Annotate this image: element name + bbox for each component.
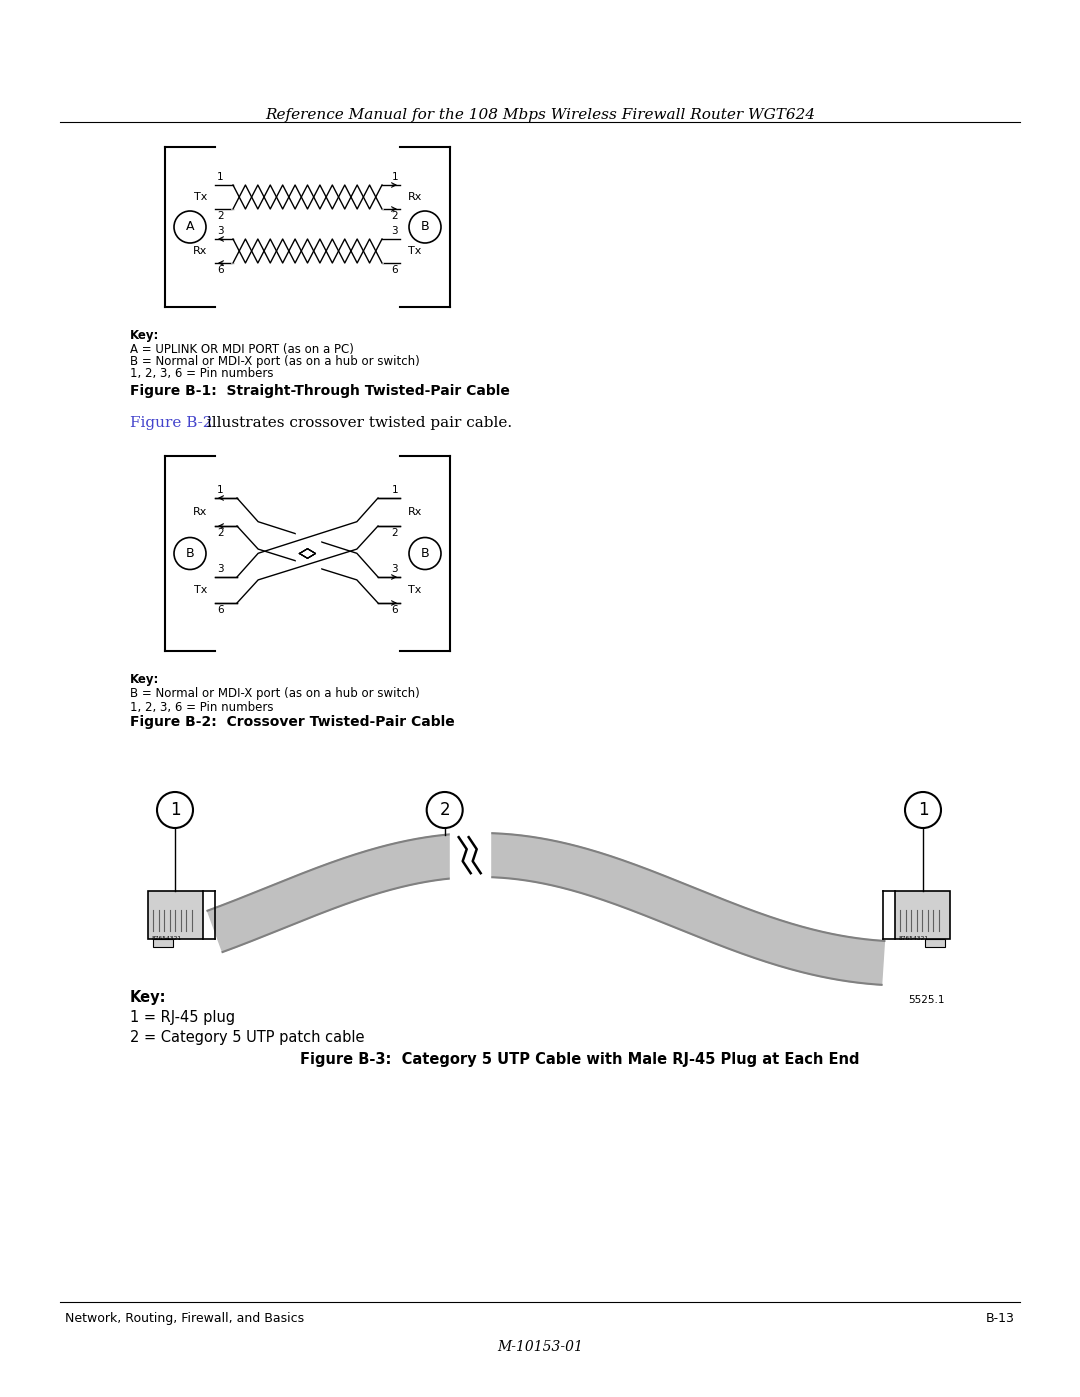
Text: Rx: Rx <box>192 246 207 256</box>
Circle shape <box>157 792 193 828</box>
Text: Tx: Tx <box>193 585 207 595</box>
Text: B-13: B-13 <box>986 1312 1015 1324</box>
Circle shape <box>427 792 462 828</box>
Polygon shape <box>296 451 320 657</box>
Text: Key:: Key: <box>130 673 160 686</box>
Text: Figure B-2:  Crossover Twisted-Pair Cable: Figure B-2: Crossover Twisted-Pair Cable <box>130 715 455 729</box>
Text: Figure B-2: Figure B-2 <box>130 416 213 430</box>
Text: M-10153-01: M-10153-01 <box>497 1340 583 1354</box>
Polygon shape <box>207 833 885 985</box>
Text: 2: 2 <box>391 528 399 538</box>
Text: Rx: Rx <box>408 191 422 203</box>
Text: 1, 2, 3, 6 = Pin numbers: 1, 2, 3, 6 = Pin numbers <box>130 701 273 714</box>
Text: Network, Routing, Firewall, and Basics: Network, Routing, Firewall, and Basics <box>65 1312 305 1324</box>
Text: Tx: Tx <box>193 191 207 203</box>
Text: B: B <box>421 548 430 560</box>
Text: 2 = Category 5 UTP patch cable: 2 = Category 5 UTP patch cable <box>130 1030 365 1045</box>
Text: A = UPLINK OR MDI PORT (as on a PC): A = UPLINK OR MDI PORT (as on a PC) <box>130 344 354 356</box>
Text: 3: 3 <box>217 564 224 574</box>
Text: B: B <box>186 548 194 560</box>
Text: 1: 1 <box>391 172 399 182</box>
Text: B: B <box>421 221 430 233</box>
Text: Key:: Key: <box>130 330 160 342</box>
Text: 1: 1 <box>170 800 180 819</box>
Text: 3: 3 <box>217 226 224 236</box>
Text: 1, 2, 3, 6 = Pin numbers: 1, 2, 3, 6 = Pin numbers <box>130 367 273 380</box>
Text: 6: 6 <box>391 605 399 615</box>
Circle shape <box>409 211 441 243</box>
Text: 2: 2 <box>391 211 399 221</box>
Circle shape <box>174 211 206 243</box>
Polygon shape <box>449 828 489 882</box>
Text: Figure B-1:  Straight-Through Twisted-Pair Cable: Figure B-1: Straight-Through Twisted-Pai… <box>130 384 510 398</box>
Text: 1: 1 <box>918 800 929 819</box>
Text: Figure B-3:  Category 5 UTP Cable with Male RJ-45 Plug at Each End: Figure B-3: Category 5 UTP Cable with Ma… <box>300 1052 860 1067</box>
Bar <box>924 939 945 947</box>
Text: 2: 2 <box>440 800 450 819</box>
Circle shape <box>905 792 941 828</box>
Text: 87654321: 87654321 <box>899 936 929 942</box>
Text: 6: 6 <box>217 265 224 275</box>
Circle shape <box>409 538 441 570</box>
Text: Tx: Tx <box>408 246 421 256</box>
Text: 1 = RJ-45 plug: 1 = RJ-45 plug <box>130 1010 235 1025</box>
Text: illustrates crossover twisted pair cable.: illustrates crossover twisted pair cable… <box>202 416 512 430</box>
Text: 6: 6 <box>391 265 399 275</box>
Text: 1: 1 <box>391 485 399 495</box>
Text: B = Normal or MDI-X port (as on a hub or switch): B = Normal or MDI-X port (as on a hub or… <box>130 687 420 700</box>
Text: 3: 3 <box>391 564 399 574</box>
Text: Tx: Tx <box>408 585 421 595</box>
Text: Reference Manual for the 108 Mbps Wireless Firewall Router WGT624: Reference Manual for the 108 Mbps Wirele… <box>265 108 815 122</box>
Text: 3: 3 <box>391 226 399 236</box>
Text: B = Normal or MDI-X port (as on a hub or switch): B = Normal or MDI-X port (as on a hub or… <box>130 355 420 367</box>
Text: 87654321: 87654321 <box>152 936 183 942</box>
Text: 1: 1 <box>217 485 224 495</box>
Text: Rx: Rx <box>408 507 422 517</box>
Text: 5525.1: 5525.1 <box>908 995 945 1004</box>
Bar <box>148 891 203 939</box>
Text: 2: 2 <box>217 211 224 221</box>
Text: 6: 6 <box>217 605 224 615</box>
Bar <box>153 939 173 947</box>
Text: 2: 2 <box>217 528 224 538</box>
Bar <box>895 891 950 939</box>
Circle shape <box>174 538 206 570</box>
Text: Key:: Key: <box>130 990 166 1004</box>
Text: 1: 1 <box>217 172 224 182</box>
Text: Rx: Rx <box>192 507 207 517</box>
Text: A: A <box>186 221 194 233</box>
